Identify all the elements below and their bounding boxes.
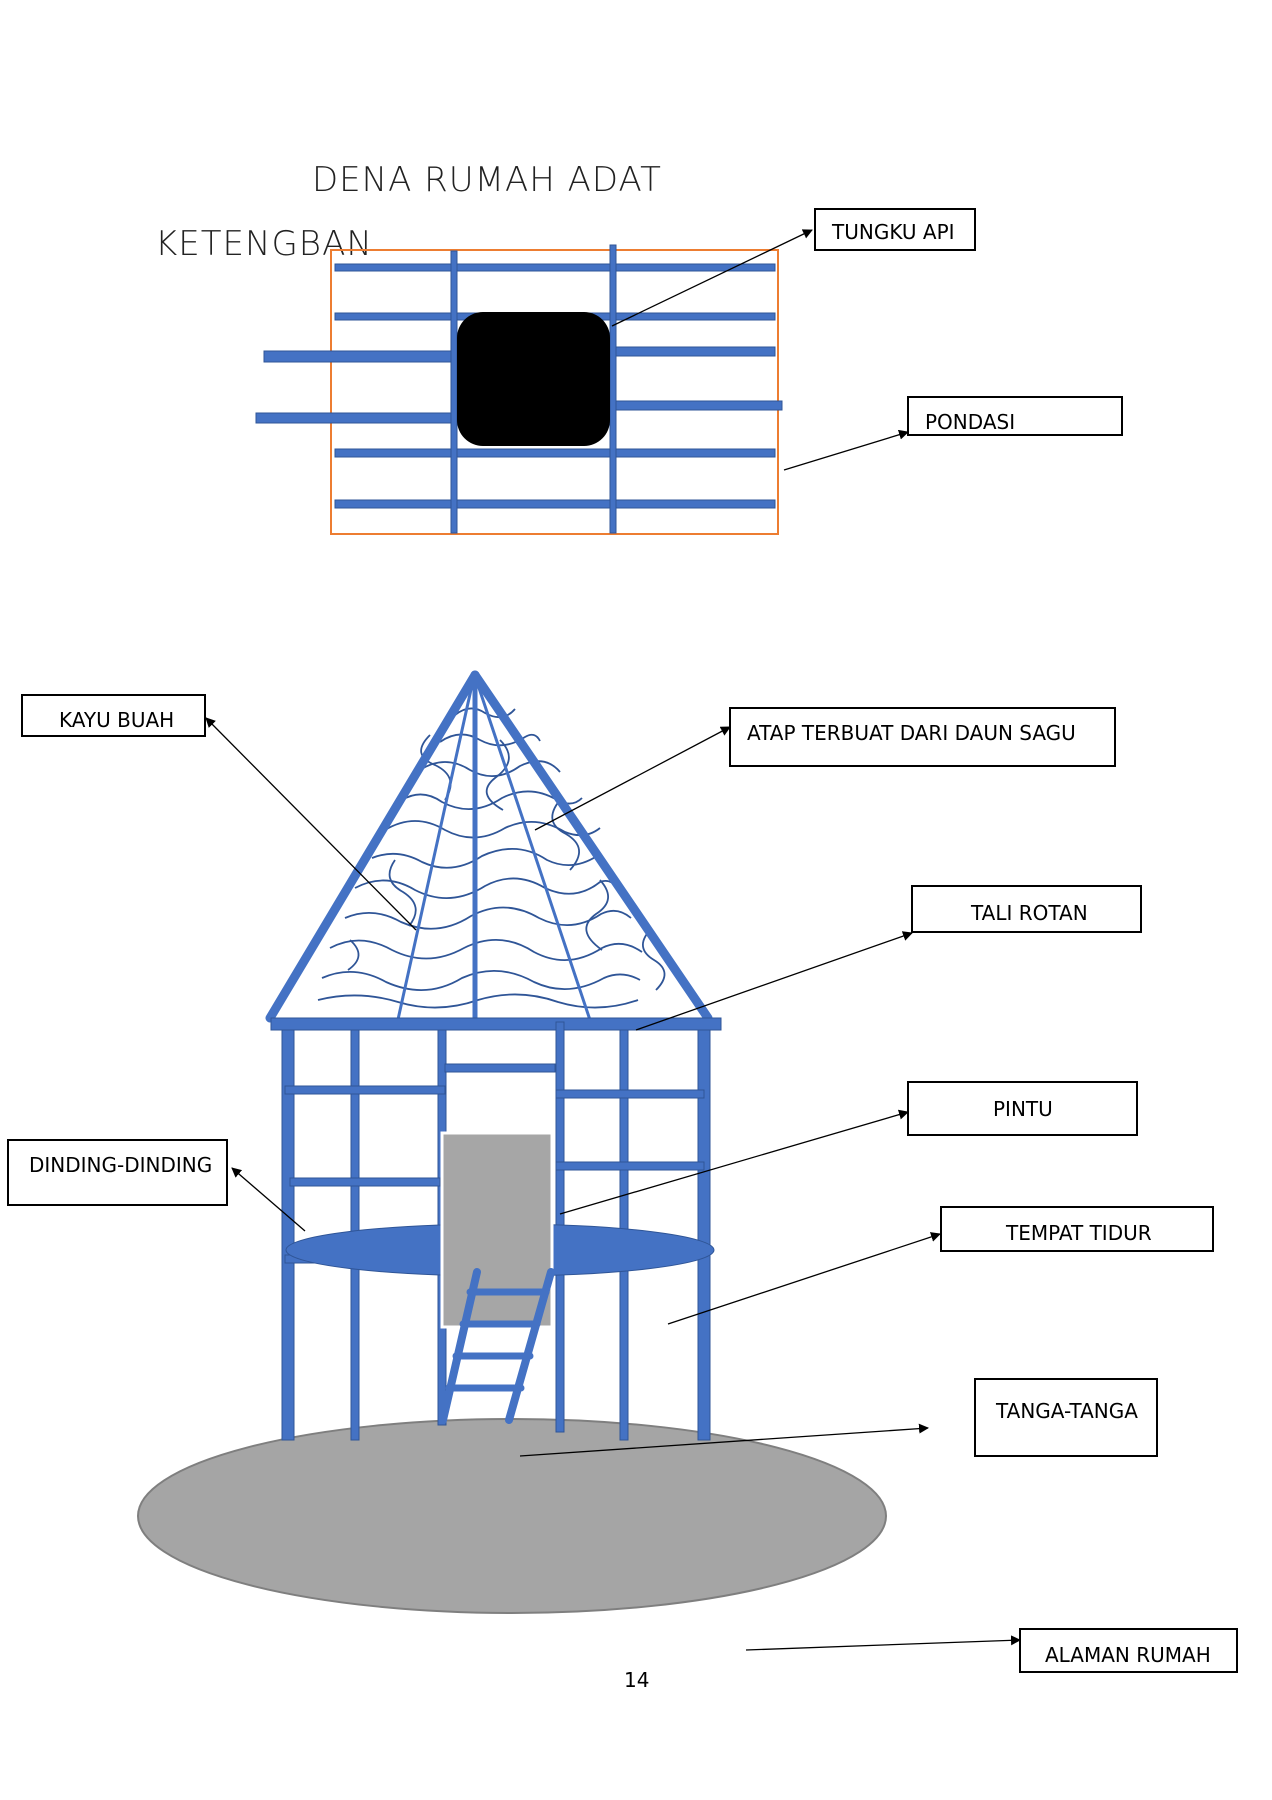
label-dinding: DINDING-DINDING — [7, 1139, 228, 1206]
roof-inner-rafter — [476, 683, 592, 1022]
title-line-1: DENA RUMAH ADAT — [312, 160, 662, 200]
label-pondasi: PONDASI — [907, 396, 1123, 436]
roof-inner-rafter — [395, 683, 474, 1026]
house — [265, 670, 722, 1441]
foundation-beam — [263, 350, 455, 363]
arrow-tempat-tidur — [667, 1232, 941, 1325]
wall-rail — [555, 1161, 705, 1171]
label-kayu-buah-text: KAYU BUAH — [59, 708, 175, 732]
foundation-plan — [255, 244, 783, 535]
arrow-tungku-api — [611, 229, 813, 327]
arrow-pintu — [559, 1109, 909, 1215]
foundation-beam — [611, 400, 783, 411]
label-dinding-text: DINDING-DINDING — [29, 1153, 213, 1177]
label-tali-rotan: TALI ROTAN — [911, 885, 1142, 933]
roof-thatch — [317, 707, 666, 1009]
arrow-dinding — [231, 1167, 306, 1232]
foundation-post — [450, 250, 458, 534]
roof-rafter-left — [265, 670, 480, 1023]
ladder — [439, 1268, 555, 1424]
fireplace-tungku — [457, 312, 610, 446]
title-line-2: KETENGBAN — [155, 224, 373, 264]
foundation-beam — [334, 263, 776, 272]
label-tanga-tanga-text: TANGA-TANGA — [996, 1399, 1138, 1423]
wall-post — [281, 1029, 295, 1441]
foundation-beam — [611, 346, 776, 357]
label-pintu-text: PINTU — [993, 1097, 1053, 1121]
yard-ground — [137, 1418, 887, 1614]
ladder-rail — [439, 1268, 481, 1424]
label-atap: ATAP TERBUAT DARI DAUN SAGU — [729, 707, 1116, 767]
label-tempat-tidur: TEMPAT TIDUR — [940, 1206, 1214, 1252]
label-kayu-buah: KAYU BUAH — [21, 694, 206, 737]
roof-eave-beam — [270, 1017, 722, 1031]
foundation-post — [609, 244, 617, 534]
ladder-rail — [505, 1268, 555, 1424]
label-atap-text: ATAP TERBUAT DARI DAUN SAGU — [747, 721, 1076, 745]
label-tanga-tanga: TANGA-TANGA — [974, 1378, 1158, 1457]
wall-rail — [284, 1085, 446, 1095]
wall-rail — [444, 1063, 556, 1073]
foundation-border — [330, 249, 779, 535]
arrow-tali-rotan — [635, 931, 913, 1031]
page-number: 14 — [624, 1668, 650, 1692]
roof-rafter-right — [470, 670, 713, 1023]
arrow-tanga-tanga — [519, 1423, 929, 1457]
foundation-beam — [334, 448, 776, 458]
wall-rail — [555, 1089, 705, 1099]
arrow-pondasi — [783, 429, 909, 471]
wall-rail — [289, 1177, 441, 1187]
arrow-kayu-buah — [205, 717, 417, 931]
label-tungku-api: TUNGKU API — [814, 208, 976, 251]
door-pintu — [440, 1131, 554, 1329]
leader-arrows — [205, 229, 1021, 1651]
label-tungku-api-text: TUNGKU API — [832, 220, 955, 244]
arrow-atap — [534, 726, 731, 831]
label-alaman-rumah: ALAMAN RUMAH — [1019, 1628, 1238, 1673]
label-tali-rotan-text: TALI ROTAN — [971, 901, 1088, 925]
label-pintu: PINTU — [907, 1081, 1138, 1136]
label-pondasi-text: PONDASI — [925, 410, 1016, 434]
roof-frame — [265, 670, 713, 1026]
arrow-alaman-rumah — [745, 1635, 1021, 1651]
foundation-beam — [255, 412, 455, 424]
label-tempat-tidur-text: TEMPAT TIDUR — [1006, 1221, 1152, 1245]
foundation-beam — [334, 499, 776, 509]
label-alaman-rumah-text: ALAMAN RUMAH — [1045, 1643, 1211, 1667]
wall-post — [697, 1029, 711, 1441]
